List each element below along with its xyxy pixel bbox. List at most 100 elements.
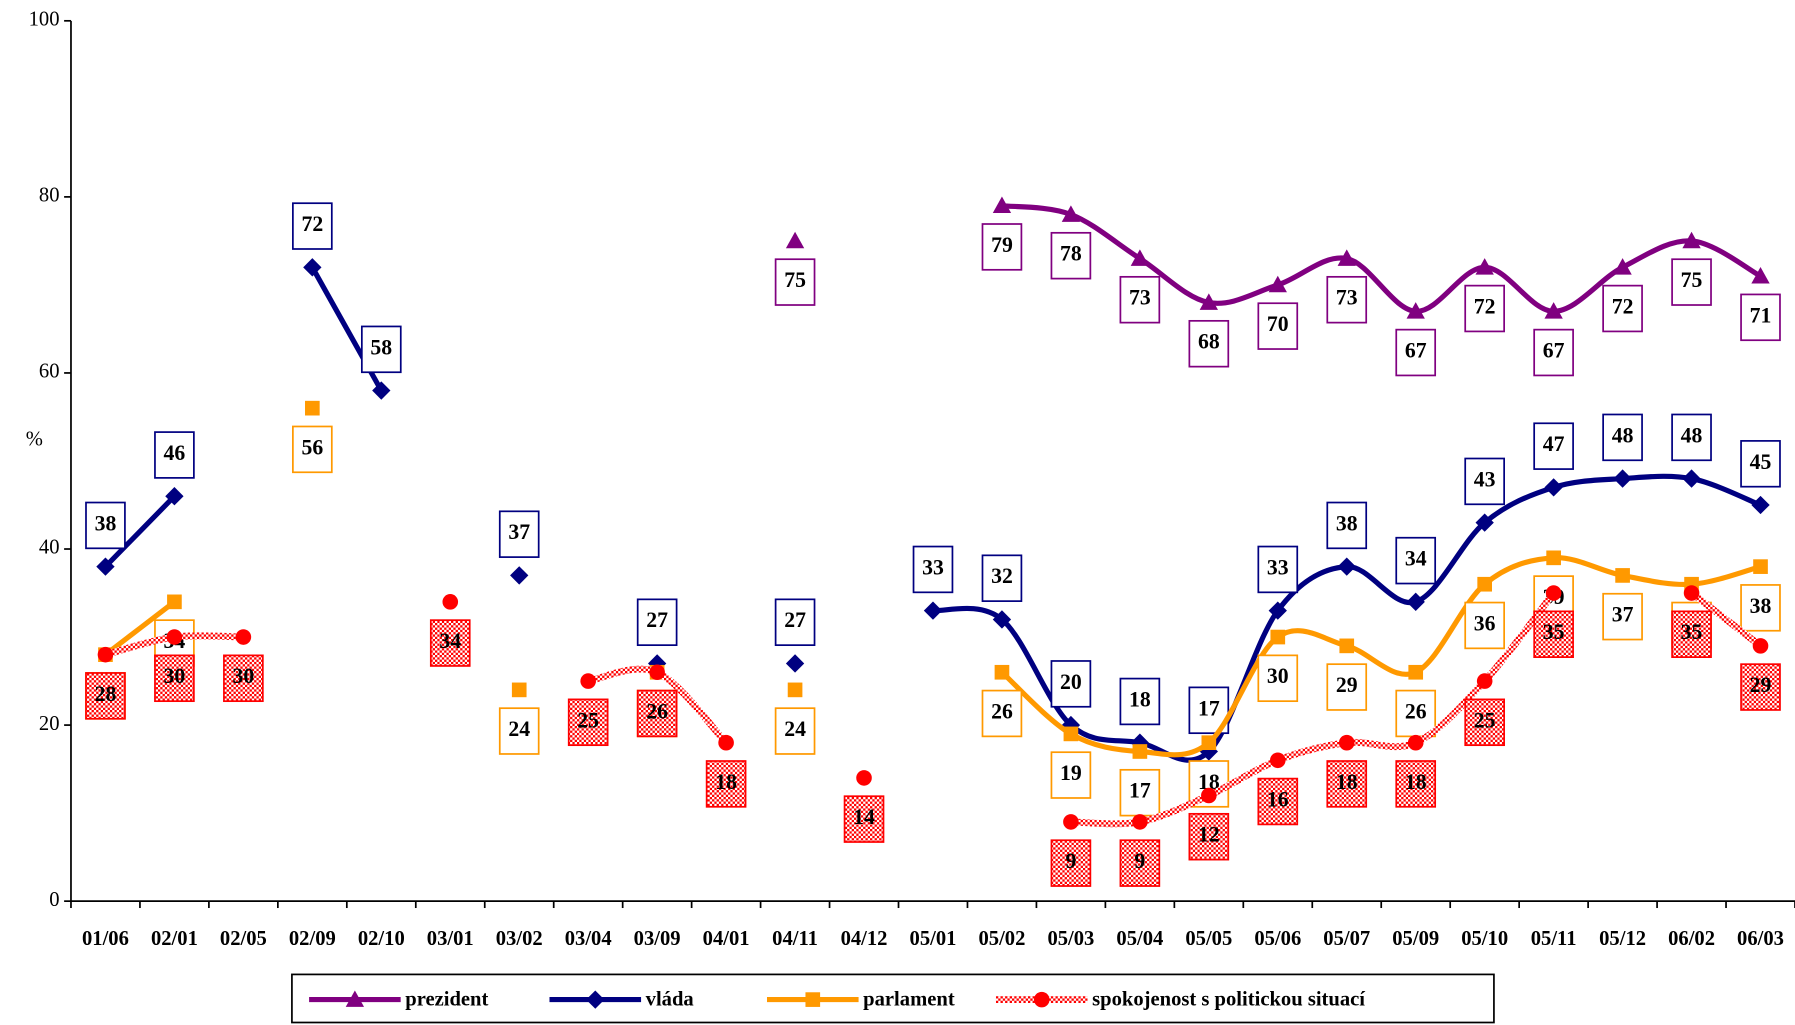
marker: [510, 566, 529, 585]
label-box: [1671, 258, 1712, 306]
y-tick-label: 60: [39, 361, 60, 383]
label-box: [774, 258, 816, 306]
data-label: 38: [1336, 511, 1358, 535]
marker: [1407, 734, 1424, 751]
label-box: [1602, 592, 1643, 641]
data-label: 72: [301, 212, 323, 236]
marker: [992, 610, 1012, 629]
data-label: 33: [1267, 555, 1289, 579]
data-label: 24: [508, 717, 530, 741]
label-box: [1257, 302, 1299, 350]
label-box: [705, 760, 747, 808]
data-label: 26: [646, 699, 668, 723]
marker: [787, 682, 803, 698]
data-label: 18: [1405, 770, 1427, 794]
marker: [1477, 576, 1493, 592]
marker: [994, 664, 1010, 680]
data-label: 16: [1267, 787, 1289, 811]
x-tick-label: 03/09: [634, 928, 681, 950]
label-box: [1050, 231, 1092, 280]
data-label: 19: [1060, 761, 1082, 785]
x-tick-label: 02/10: [358, 928, 405, 950]
data-label: 28: [95, 682, 117, 706]
y-axis-label: %: [26, 429, 43, 451]
label-box: [429, 619, 471, 667]
marker: [1476, 673, 1493, 689]
marker: [1408, 664, 1424, 680]
x-tick-label: 04/01: [703, 928, 750, 950]
data-label: 25: [577, 708, 599, 732]
label-box: [154, 654, 195, 703]
label-box: [1257, 545, 1299, 594]
label-box: [1395, 536, 1437, 585]
y-tick-label: 40: [39, 537, 60, 559]
data-label: 48: [1612, 423, 1634, 447]
label-box: [498, 510, 540, 558]
label-box: [1533, 422, 1574, 470]
label-box: [843, 795, 885, 843]
label-box: [1740, 293, 1781, 342]
data-label: 24: [784, 717, 806, 741]
marker: [923, 601, 943, 620]
marker: [785, 654, 805, 673]
label-box: [636, 598, 678, 647]
x-tick-label: 06/02: [1668, 928, 1715, 950]
data-label: 9: [1134, 849, 1145, 873]
marker: [1683, 585, 1700, 601]
marker: [1063, 814, 1079, 830]
data-label: 30: [164, 664, 186, 688]
legend: [291, 973, 1495, 1024]
data-label: 32: [991, 564, 1013, 588]
data-label: 36: [1474, 611, 1496, 635]
marker: [1546, 550, 1561, 566]
marker: [1132, 814, 1148, 830]
data-label: 43: [1474, 467, 1496, 491]
marker: [167, 594, 182, 610]
label-box: [292, 202, 333, 250]
marker: [1615, 568, 1630, 583]
marker: [303, 258, 322, 277]
marker: [1406, 302, 1425, 319]
marker: [166, 629, 183, 645]
data-label: 58: [370, 335, 392, 359]
label-box: [1464, 284, 1505, 333]
data-label: 38: [95, 511, 117, 535]
marker: [1751, 495, 1770, 515]
label-box: [1395, 689, 1437, 738]
marker: [1339, 638, 1355, 654]
marker: [1613, 258, 1632, 275]
data-label: 14: [853, 805, 875, 829]
data-label: 25: [1474, 708, 1496, 732]
label-box: [1119, 839, 1161, 887]
data-label: 73: [1129, 286, 1151, 310]
marker: [1613, 469, 1632, 488]
data-label: 70: [1267, 312, 1289, 336]
data-label: 34: [439, 629, 461, 653]
label-box: [1326, 501, 1368, 550]
data-label: 79: [991, 233, 1013, 257]
marker: [1682, 231, 1701, 249]
label-box: [1050, 751, 1092, 799]
marker: [1544, 302, 1563, 319]
data-label: 17: [1129, 779, 1151, 803]
marker: [1201, 735, 1217, 751]
label-box: [1533, 328, 1574, 377]
label-box: [1326, 275, 1368, 324]
marker: [1406, 592, 1425, 611]
y-tick-label: 100: [29, 9, 60, 31]
legend-label: spokojenost s politickou situací: [1092, 988, 1365, 1010]
marker: [856, 770, 872, 786]
label-box: [1050, 839, 1092, 887]
x-tick-label: 02/01: [151, 928, 198, 950]
label-box: [774, 707, 816, 755]
x-tick-label: 05/03: [1047, 928, 1094, 950]
label-box: [85, 501, 126, 550]
marker: [805, 992, 821, 1007]
x-tick-label: 05/01: [910, 928, 957, 950]
label-box: [981, 554, 1023, 602]
data-label: 18: [715, 770, 737, 794]
label-box: [981, 689, 1023, 738]
data-label: 68: [1198, 330, 1220, 354]
label-box: [154, 431, 195, 479]
marker: [992, 196, 1012, 214]
